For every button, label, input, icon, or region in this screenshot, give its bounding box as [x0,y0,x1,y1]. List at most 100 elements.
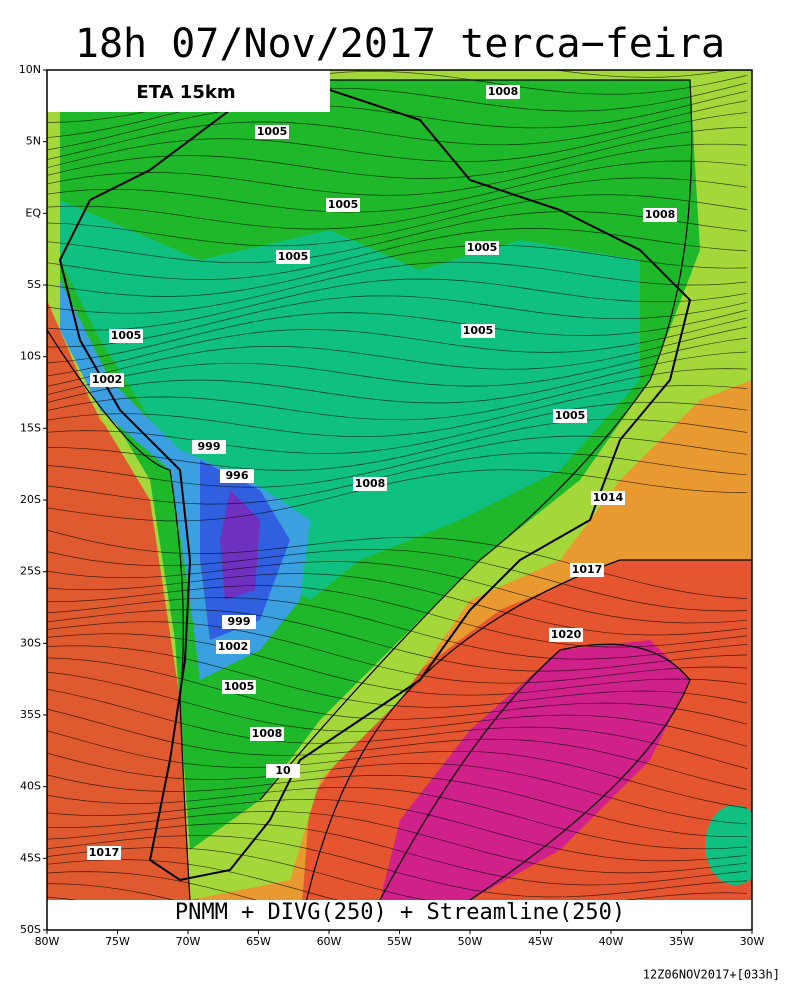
streamline [47,126,748,179]
lon-label: 45W [528,935,553,948]
streamline [47,671,748,747]
streamline [47,752,748,825]
streamline [47,597,748,660]
model-label: ETA 15km [136,82,235,103]
contour-label-bg [570,563,604,577]
contour-label: 1014 [593,491,624,504]
contour-label-bg [87,846,121,860]
streamline [47,82,748,139]
streamline [47,112,748,169]
field-magenta [380,640,690,900]
contour-label: 1008 [252,727,283,740]
title: 18h 07/Nov/2017 terca−feira [75,21,725,67]
streamline [47,823,748,886]
streamline [47,385,748,438]
streamline [47,549,748,612]
isobar [299,559,752,930]
contour-label: 1005 [278,250,309,263]
field-teal [705,805,752,885]
streamline [47,633,748,696]
contour-label-bg [250,727,284,741]
contour-label: 1008 [355,477,386,490]
lat-label: 10S [20,350,41,363]
streamline [47,573,748,636]
streamline [47,469,748,522]
streamline [47,177,748,230]
contour-label: 1005 [555,409,586,422]
streamline [47,811,748,874]
streamline [47,452,748,505]
contour-label-bg [255,125,289,139]
streamline [47,278,748,331]
contour-label-bg [266,764,300,778]
streamline [47,228,748,280]
contour-label-bg [591,491,625,505]
streamline [47,160,748,213]
streamline [47,529,748,599]
streamline [47,847,748,910]
contour-label-bg [486,85,520,99]
isobar [60,79,693,801]
lat-label: 10N [19,63,41,76]
contour-label-bg [326,198,360,212]
streamline [47,211,748,264]
streamline [47,774,747,838]
contour-label-bg [222,680,256,694]
lon-label: 65W [246,935,271,948]
contour-label-bg [549,628,583,642]
model-box [47,70,330,112]
lat-label: 45S [20,851,41,864]
streamline [47,621,748,684]
contour-label: 1008 [488,85,519,98]
contour-label-bg [276,250,310,264]
streamline [47,337,748,396]
contour-label: 1002 [218,640,249,653]
streamline [47,688,748,769]
contour-label-bg [109,329,143,343]
streamline [47,317,748,377]
caption: PNMM + DIVG(250) + Streamline(250) [175,900,625,925]
streamline [47,143,748,196]
coastline [58,88,692,882]
contour-label: 1017 [89,846,120,859]
contour-label: 1020 [551,628,582,641]
streamline [47,100,748,160]
lat-label: 5N [26,135,41,148]
contour-labels: 1008 1005 1005 1008 1005 1005 1005 1005 1002 1005… [87,85,677,860]
lon-label: 30W [740,935,765,948]
lat-label: 30S [20,636,41,649]
lon-label: 75W [105,935,130,948]
streamline [47,194,748,247]
contour-label-bg [222,615,256,629]
lat-label: 20S [20,493,41,506]
contour-label: 996 [226,469,249,482]
contour-label: 1002 [92,373,123,386]
lat-label: 40S [20,780,41,793]
contour-label-bg [220,469,254,483]
contour-label-bg [553,409,587,423]
contour-label-bg [643,208,677,222]
lat-label: 25S [20,565,41,578]
contour-label-bg [90,373,124,387]
pressure-field [47,70,752,930]
streamline [47,326,748,387]
timestamp: 12Z06NOV2017+[033h] [643,968,780,982]
lat-label: 35S [20,708,41,721]
contour-label: 10 [275,764,291,777]
streamline [47,730,748,809]
contour-label: 1005 [463,324,494,337]
streamline [47,401,748,454]
contour-label: 1005 [257,125,288,138]
streamline [47,261,748,314]
lat-label: 50S [20,923,41,936]
contour-label: 1008 [645,208,676,221]
streamline [47,786,748,850]
streamline [47,435,748,488]
streamline [47,295,748,348]
lat-label: EQ [25,206,41,219]
streamline [47,609,748,672]
lon-label: 60W [317,935,342,948]
